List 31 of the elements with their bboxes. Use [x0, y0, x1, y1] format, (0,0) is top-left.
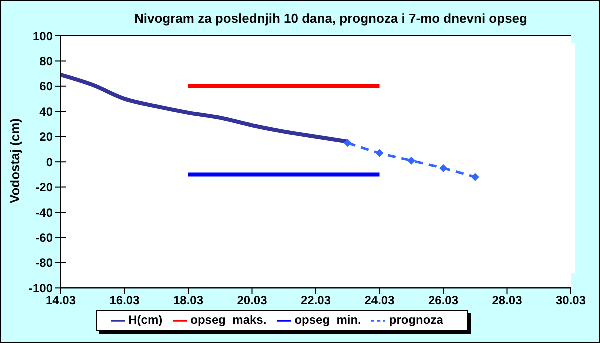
point	[440, 164, 448, 172]
y-tick-label: -60	[36, 230, 54, 245]
y-tick-label: 40	[40, 104, 54, 119]
x-tick-label: 16.03	[110, 294, 140, 308]
legend-label: opseg_min.	[294, 313, 362, 328]
x-tick-label: 14.03	[46, 294, 76, 308]
y-tick-label: -20	[36, 180, 54, 195]
y-tick-label: 60	[40, 80, 54, 94]
x-tick-label: 18.03	[173, 294, 204, 308]
point	[376, 149, 384, 158]
x-tick-label: 26.03	[428, 294, 459, 308]
x-tick-label: 30.03	[556, 294, 586, 308]
legend-label: H(cm)	[128, 313, 163, 328]
y-tick-label: 0	[46, 155, 54, 170]
legend-label: prognoza	[389, 313, 444, 328]
y-tick-label: -100	[28, 281, 54, 296]
y-axis-title: Vodostaj (cm)	[8, 118, 22, 204]
y-tick-label: -80	[36, 256, 54, 270]
y-tick-label: 20	[40, 130, 54, 144]
point	[408, 156, 416, 165]
legend-label: opseg_maks.	[190, 313, 267, 328]
x-tick-label: 20.03	[237, 294, 268, 308]
y-tick-label: 80	[40, 54, 54, 68]
point	[344, 139, 352, 148]
y-tick-label: 100	[32, 29, 54, 44]
x-tick-label: 22.03	[300, 294, 332, 308]
x-tick-label: 24.03	[364, 294, 396, 308]
y-tick-label: -40	[36, 206, 54, 220]
point	[471, 173, 480, 182]
x-tick-label: 28.03	[492, 294, 523, 308]
chart-title: Nivogram za poslednjih 10 dana, prognoza i 7-mo dnevni opseg	[134, 11, 528, 26]
